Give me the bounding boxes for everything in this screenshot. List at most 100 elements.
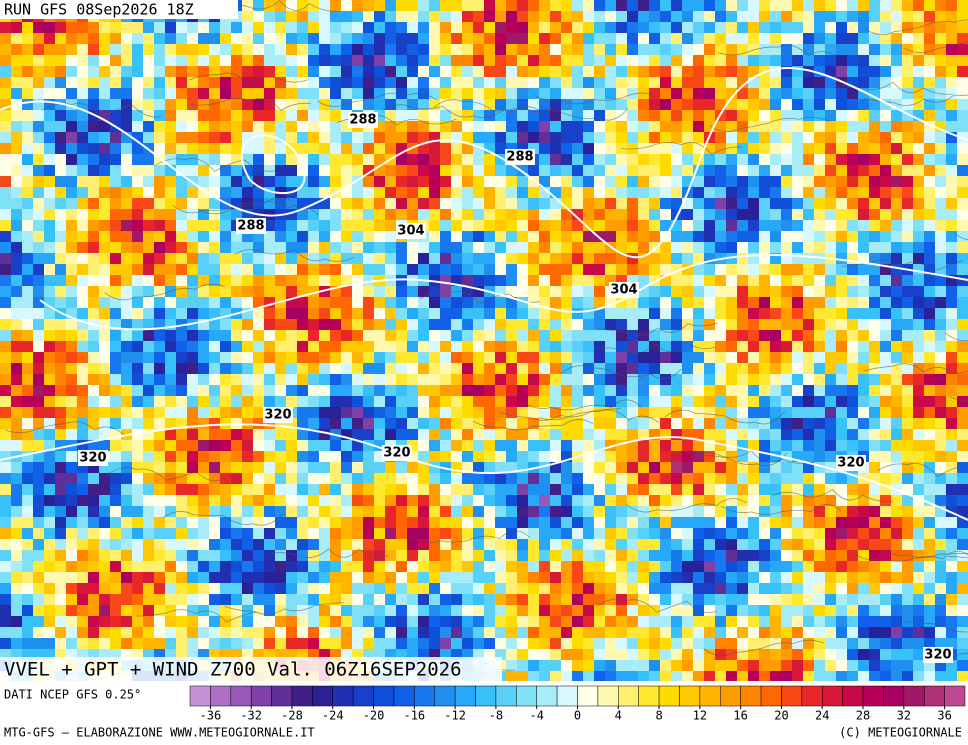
map-cell [495, 99, 507, 111]
map-cell [814, 132, 826, 144]
map-cell [132, 253, 144, 265]
map-cell [33, 242, 45, 254]
map-cell [528, 110, 540, 122]
map-cell [550, 517, 562, 529]
map-cell [308, 396, 320, 408]
map-cell [154, 396, 166, 408]
map-cell [352, 396, 364, 408]
map-cell [715, 11, 727, 23]
map-cell [825, 165, 837, 177]
map-cell [462, 605, 474, 617]
map-cell [275, 33, 287, 45]
map-cell [231, 341, 243, 353]
map-cell [605, 616, 617, 628]
map-cell [231, 429, 243, 441]
map-cell [0, 253, 12, 265]
map-cell [220, 528, 232, 540]
map-cell [352, 539, 364, 551]
map-cell [572, 264, 584, 276]
map-cell [77, 165, 89, 177]
map-cell [891, 55, 903, 67]
map-cell [451, 319, 463, 331]
map-cell [429, 429, 441, 441]
map-cell [682, 561, 694, 573]
map-cell [880, 0, 892, 12]
map-cell [473, 132, 485, 144]
map-cell [693, 561, 705, 573]
map-cell [484, 253, 496, 265]
map-cell [891, 374, 903, 386]
map-cell [209, 209, 221, 221]
map-cell [198, 473, 210, 485]
map-cell [198, 572, 210, 584]
map-cell [352, 572, 364, 584]
map-cell [418, 143, 430, 155]
map-cell [275, 550, 287, 562]
map-cell [726, 132, 738, 144]
map-cell [517, 341, 529, 353]
map-cell [330, 506, 342, 518]
map-cell [495, 352, 507, 364]
map-cell [517, 176, 529, 188]
map-cell [396, 77, 408, 89]
map-cell [308, 88, 320, 100]
map-cell [0, 242, 12, 254]
map-cell [649, 55, 661, 67]
map-cell [473, 495, 485, 507]
map-cell [231, 154, 243, 166]
map-cell [627, 341, 639, 353]
map-cell [165, 561, 177, 573]
map-cell [352, 11, 364, 23]
map-cell [319, 55, 331, 67]
map-cell [231, 352, 243, 364]
map-cell [330, 561, 342, 573]
map-cell [407, 462, 419, 474]
map-cell [869, 484, 881, 496]
map-cell [275, 99, 287, 111]
map-cell [814, 187, 826, 199]
map-cell [451, 297, 463, 309]
map-cell [88, 484, 100, 496]
map-cell [957, 154, 968, 166]
map-cell [330, 0, 342, 12]
map-cell [220, 88, 232, 100]
map-cell [847, 275, 859, 287]
map-cell [770, 77, 782, 89]
map-cell [781, 484, 793, 496]
map-cell [759, 132, 771, 144]
map-cell [121, 308, 133, 320]
map-cell [352, 594, 364, 606]
map-cell [242, 484, 254, 496]
map-cell [759, 594, 771, 606]
map-cell [495, 440, 507, 452]
map-cell [660, 451, 672, 463]
map-cell [726, 55, 738, 67]
map-cell [66, 462, 78, 474]
map-cell [33, 33, 45, 45]
map-cell [891, 341, 903, 353]
map-cell [319, 242, 331, 254]
map-cell [407, 198, 419, 210]
map-cell [55, 121, 67, 133]
map-cell [814, 583, 826, 595]
map-cell [649, 396, 661, 408]
map-cell [132, 495, 144, 507]
map-cell [242, 539, 254, 551]
map-cell [594, 176, 606, 188]
map-cell [55, 44, 67, 56]
map-cell [902, 396, 914, 408]
map-cell [341, 0, 353, 12]
map-cell [561, 517, 573, 529]
map-cell [814, 407, 826, 419]
map-cell [825, 198, 837, 210]
map-cell [957, 319, 968, 331]
map-cell [484, 220, 496, 232]
map-cell [319, 154, 331, 166]
map-cell [847, 363, 859, 375]
map-cell [44, 242, 56, 254]
map-cell [495, 33, 507, 45]
map-cell [264, 363, 276, 375]
map-cell [781, 22, 793, 34]
map-cell [165, 231, 177, 243]
map-cell [737, 506, 749, 518]
